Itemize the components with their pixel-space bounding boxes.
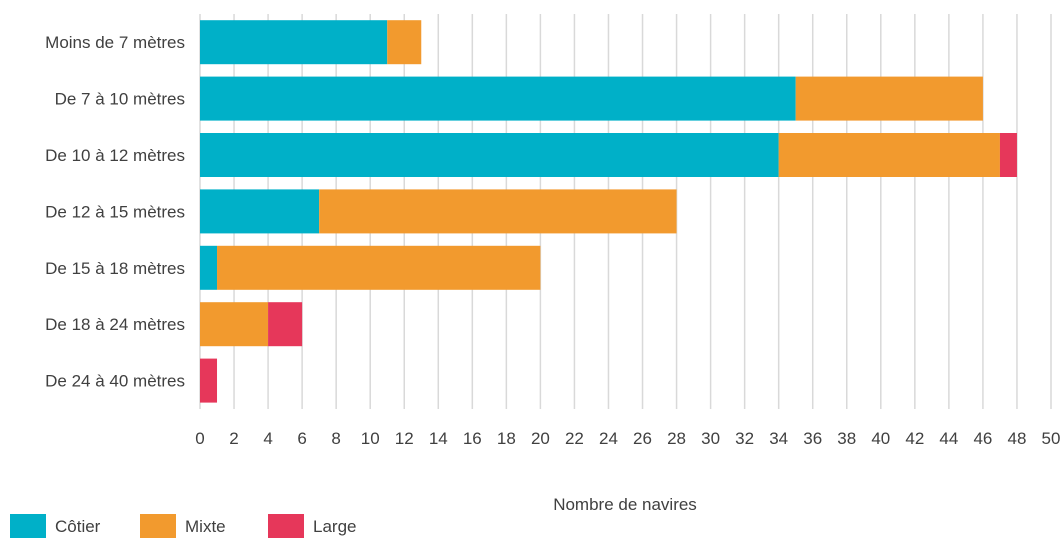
x-tick-label: 40 (871, 429, 890, 448)
category-label: De 18 à 24 mètres (45, 315, 185, 334)
category-labels: Moins de 7 mètres De 7 à 10 mètres De 10 à… (45, 33, 185, 390)
x-tick-label: 10 (361, 429, 380, 448)
bar-6-series-2 (200, 302, 269, 347)
category-label: Moins de 7 mètres (45, 33, 185, 52)
x-tick-label: 4 (263, 429, 272, 448)
x-tick-label: 6 (297, 429, 306, 448)
bar-4-series-2 (319, 189, 677, 234)
category-label: De 10 à 12 mètres (45, 146, 185, 165)
x-tick-label: 16 (463, 429, 482, 448)
legend-label: Mixte (185, 517, 226, 536)
x-tick-label: 32 (735, 429, 754, 448)
bar-1-series-2 (387, 20, 422, 65)
x-tick-label: 8 (331, 429, 340, 448)
bar-3-series-3 (999, 133, 1017, 177)
x-tick-labels: 0 2 4 6 8 10 12 14 16 18 20 22 24 26 28 30 32 34 36 38 40 42 4… (195, 429, 1060, 448)
bar-2-series-1 (200, 76, 796, 121)
bar-5-series-2 (217, 245, 541, 290)
x-tick-label: 44 (939, 429, 958, 448)
x-tick-label: 14 (429, 429, 448, 448)
x-tick-label: 12 (395, 429, 414, 448)
bar-7-series-3 (200, 358, 218, 403)
x-axis-title: Nombre de navires (553, 495, 697, 514)
category-label: De 12 à 15 mètres (45, 202, 185, 221)
x-tick-label: 18 (497, 429, 516, 448)
bar-5-series-1 (200, 245, 218, 290)
x-tick-label: 34 (769, 429, 788, 448)
legend-swatch (268, 514, 304, 538)
legend-swatch (140, 514, 176, 538)
x-tick-label: 28 (667, 429, 686, 448)
category-label: De 15 à 18 mètres (45, 259, 185, 278)
bar-1-series-1 (200, 20, 388, 65)
legend-label: Large (313, 517, 356, 536)
x-tick-label: 36 (803, 429, 822, 448)
x-tick-label: 26 (633, 429, 652, 448)
x-tick-label: 48 (1007, 429, 1026, 448)
legend: Côtier Mixte Large (10, 514, 356, 538)
legend-label: Côtier (55, 517, 101, 536)
x-tick-label: 38 (837, 429, 856, 448)
bar-2-series-2 (795, 76, 983, 121)
bar-6-series-3 (268, 302, 303, 347)
x-tick-label: 50 (1042, 429, 1061, 448)
bar-3-series-1 (200, 133, 779, 177)
x-tick-label: 46 (973, 429, 992, 448)
x-tick-label: 0 (195, 429, 204, 448)
bars-layer (200, 20, 1017, 403)
category-label: De 24 à 40 mètres (45, 372, 185, 391)
category-label: De 7 à 10 mètres (55, 90, 185, 109)
x-tick-label: 22 (565, 429, 584, 448)
x-tick-label: 20 (531, 429, 550, 448)
x-tick-label: 42 (905, 429, 924, 448)
bar-3-series-2 (778, 133, 1000, 177)
x-tick-label: 2 (229, 429, 238, 448)
legend-swatch (10, 514, 46, 538)
bar-4-series-1 (200, 189, 320, 234)
x-tick-label: 24 (599, 429, 618, 448)
x-tick-label: 30 (701, 429, 720, 448)
